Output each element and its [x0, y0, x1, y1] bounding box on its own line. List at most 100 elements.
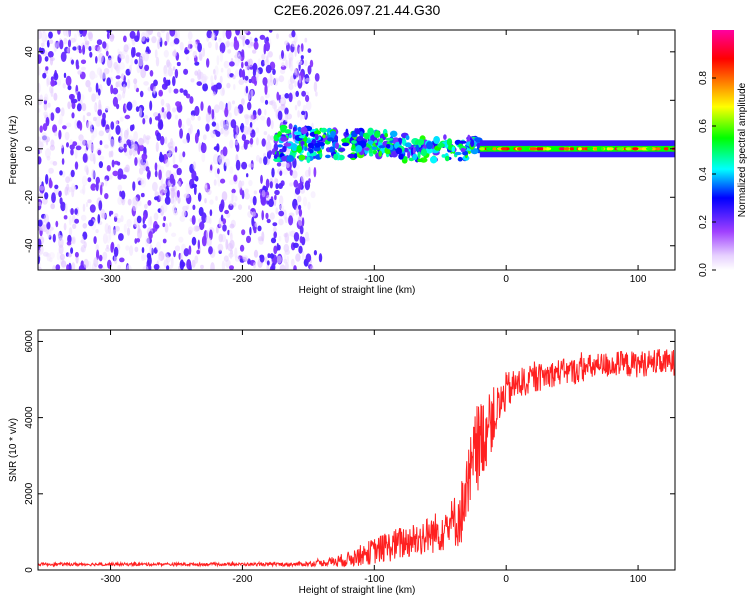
heatmap-noise-cell	[229, 223, 235, 229]
heatmap-signal-cell	[345, 128, 349, 136]
heatmap-noise-cell	[163, 188, 168, 194]
heatmap-noise-cell	[172, 76, 176, 87]
heatmap-noise-cell	[201, 212, 207, 224]
heatmap-noise-cell	[38, 176, 42, 186]
heatmap-noise-cell	[145, 166, 150, 172]
heatmap-signal-cell	[378, 150, 383, 157]
heatmap-noise-cell	[297, 110, 300, 118]
heatmap-noise-cell	[298, 208, 303, 217]
heatmap-noise-cell	[168, 86, 172, 94]
x-tick-label: -100	[364, 574, 384, 585]
heatmap-noise-cell	[98, 200, 103, 211]
heatmap-noise-cell	[106, 244, 109, 249]
heatmap-noise-cell	[279, 264, 286, 270]
heatmap-noise-cell	[294, 104, 298, 111]
heatmap-noise-cell	[264, 41, 270, 52]
heatmap-noise-cell	[232, 75, 236, 80]
heatmap-steady-cell	[577, 147, 582, 151]
heatmap-noise-cell	[134, 35, 140, 42]
heatmap-noise-cell	[109, 210, 114, 215]
heatmap-steady-cell	[655, 147, 661, 151]
heatmap-noise-cell	[278, 218, 284, 226]
heatmap-noise-cell	[58, 129, 62, 140]
heatmap-noise-cell	[48, 167, 54, 174]
heatmap-noise-cell	[198, 141, 201, 153]
heatmap-noise-cell	[259, 34, 266, 40]
heatmap-noise-cell	[241, 180, 245, 186]
heatmap-noise-cell	[41, 132, 48, 143]
y-tick-label: 20	[24, 94, 35, 106]
heatmap-noise-cell	[166, 61, 172, 69]
heatmap-noise-cell	[115, 63, 121, 74]
heatmap-noise-cell	[241, 189, 245, 200]
heatmap-noise-cell	[82, 44, 86, 55]
heatmap-noise-cell	[123, 137, 127, 144]
heatmap-noise-cell	[229, 265, 234, 270]
heatmap-noise-cell	[80, 59, 87, 65]
heatmap-noise-cell	[127, 198, 132, 206]
heatmap-noise-cell	[155, 56, 160, 67]
heatmap-noise-cell	[131, 124, 135, 131]
heatmap-noise-cell	[95, 56, 98, 64]
heatmap-signal-cell	[309, 149, 314, 154]
heatmap-noise-cell	[201, 152, 206, 163]
heatmap-noise-cell	[213, 179, 217, 186]
heatmap-noise-cell	[74, 251, 79, 258]
heatmap-noise-cell	[87, 177, 92, 183]
heatmap-noise-cell	[197, 239, 200, 250]
heatmap-noise-cell	[74, 208, 78, 215]
heatmap-noise-cell	[83, 258, 89, 269]
heatmap-noise-cell	[288, 215, 294, 226]
heatmap-noise-cell	[310, 265, 314, 270]
heatmap-noise-cell	[247, 101, 252, 111]
heatmap-noise-cell	[164, 196, 171, 205]
heatmap-noise-cell	[137, 224, 141, 234]
heatmap-steady-cell	[664, 147, 668, 151]
heatmap-noise-cell	[70, 186, 77, 191]
heatmap-noise-cell	[188, 245, 192, 256]
heatmap-x-ticks: -300 -200 -100 0 100	[101, 30, 647, 285]
heatmap-noise-cell	[132, 47, 136, 57]
heatmap-noise-cell	[200, 76, 207, 84]
heatmap-noise-cell	[52, 233, 56, 243]
heatmap-noise-cell	[48, 39, 54, 44]
heatmap-signal-cell	[395, 147, 403, 155]
heatmap-noise-cell	[241, 229, 246, 236]
heatmap-noise-cell	[75, 145, 82, 151]
heatmap-noise-cell	[179, 215, 186, 223]
heatmap-noise-cell	[291, 30, 296, 38]
heatmap-noise-cell	[138, 144, 145, 152]
heatmap-steady-cell	[606, 147, 610, 151]
heatmap-noise-cell	[105, 247, 110, 252]
heatmap-signal-cell	[412, 146, 416, 155]
heatmap-noise-cell	[112, 170, 119, 177]
heatmap-noise-cell	[142, 265, 149, 270]
heatmap-noise-cell	[265, 64, 272, 74]
heatmap-noise-cell	[233, 40, 240, 51]
heatmap-signal-cell	[430, 156, 438, 164]
heatmap-noise-cell	[288, 92, 293, 103]
heatmap-noise-cell	[164, 223, 169, 233]
heatmap-noise-cell	[270, 237, 277, 244]
heatmap-noise-cell	[145, 30, 150, 40]
heatmap-noise-cell	[102, 233, 108, 245]
heatmap-noise-cell	[143, 51, 150, 62]
heatmap-noise-cell	[301, 251, 305, 261]
heatmap-noise-cell	[261, 138, 266, 147]
heatmap-noise-cell	[223, 255, 229, 262]
heatmap-noise-cell	[125, 164, 130, 173]
heatmap-noise-cell	[83, 241, 87, 249]
heatmap-noise-cell	[130, 138, 135, 146]
heatmap-noise-cell	[124, 114, 131, 120]
heatmap-noise-cell	[68, 215, 72, 226]
heatmap-signal-cell	[433, 136, 440, 144]
heatmap-signal-cell	[404, 142, 412, 148]
heatmap-noise-cell	[191, 236, 197, 246]
heatmap-noise-cell	[227, 49, 232, 54]
heatmap-noise-cell	[89, 204, 96, 213]
heatmap-noise-cell	[50, 87, 54, 98]
heatmap-noise-cell	[43, 111, 48, 117]
heatmap-noise-cell	[54, 184, 59, 190]
heatmap-noise-cell	[269, 253, 275, 259]
heatmap-noise-cell	[305, 94, 310, 103]
